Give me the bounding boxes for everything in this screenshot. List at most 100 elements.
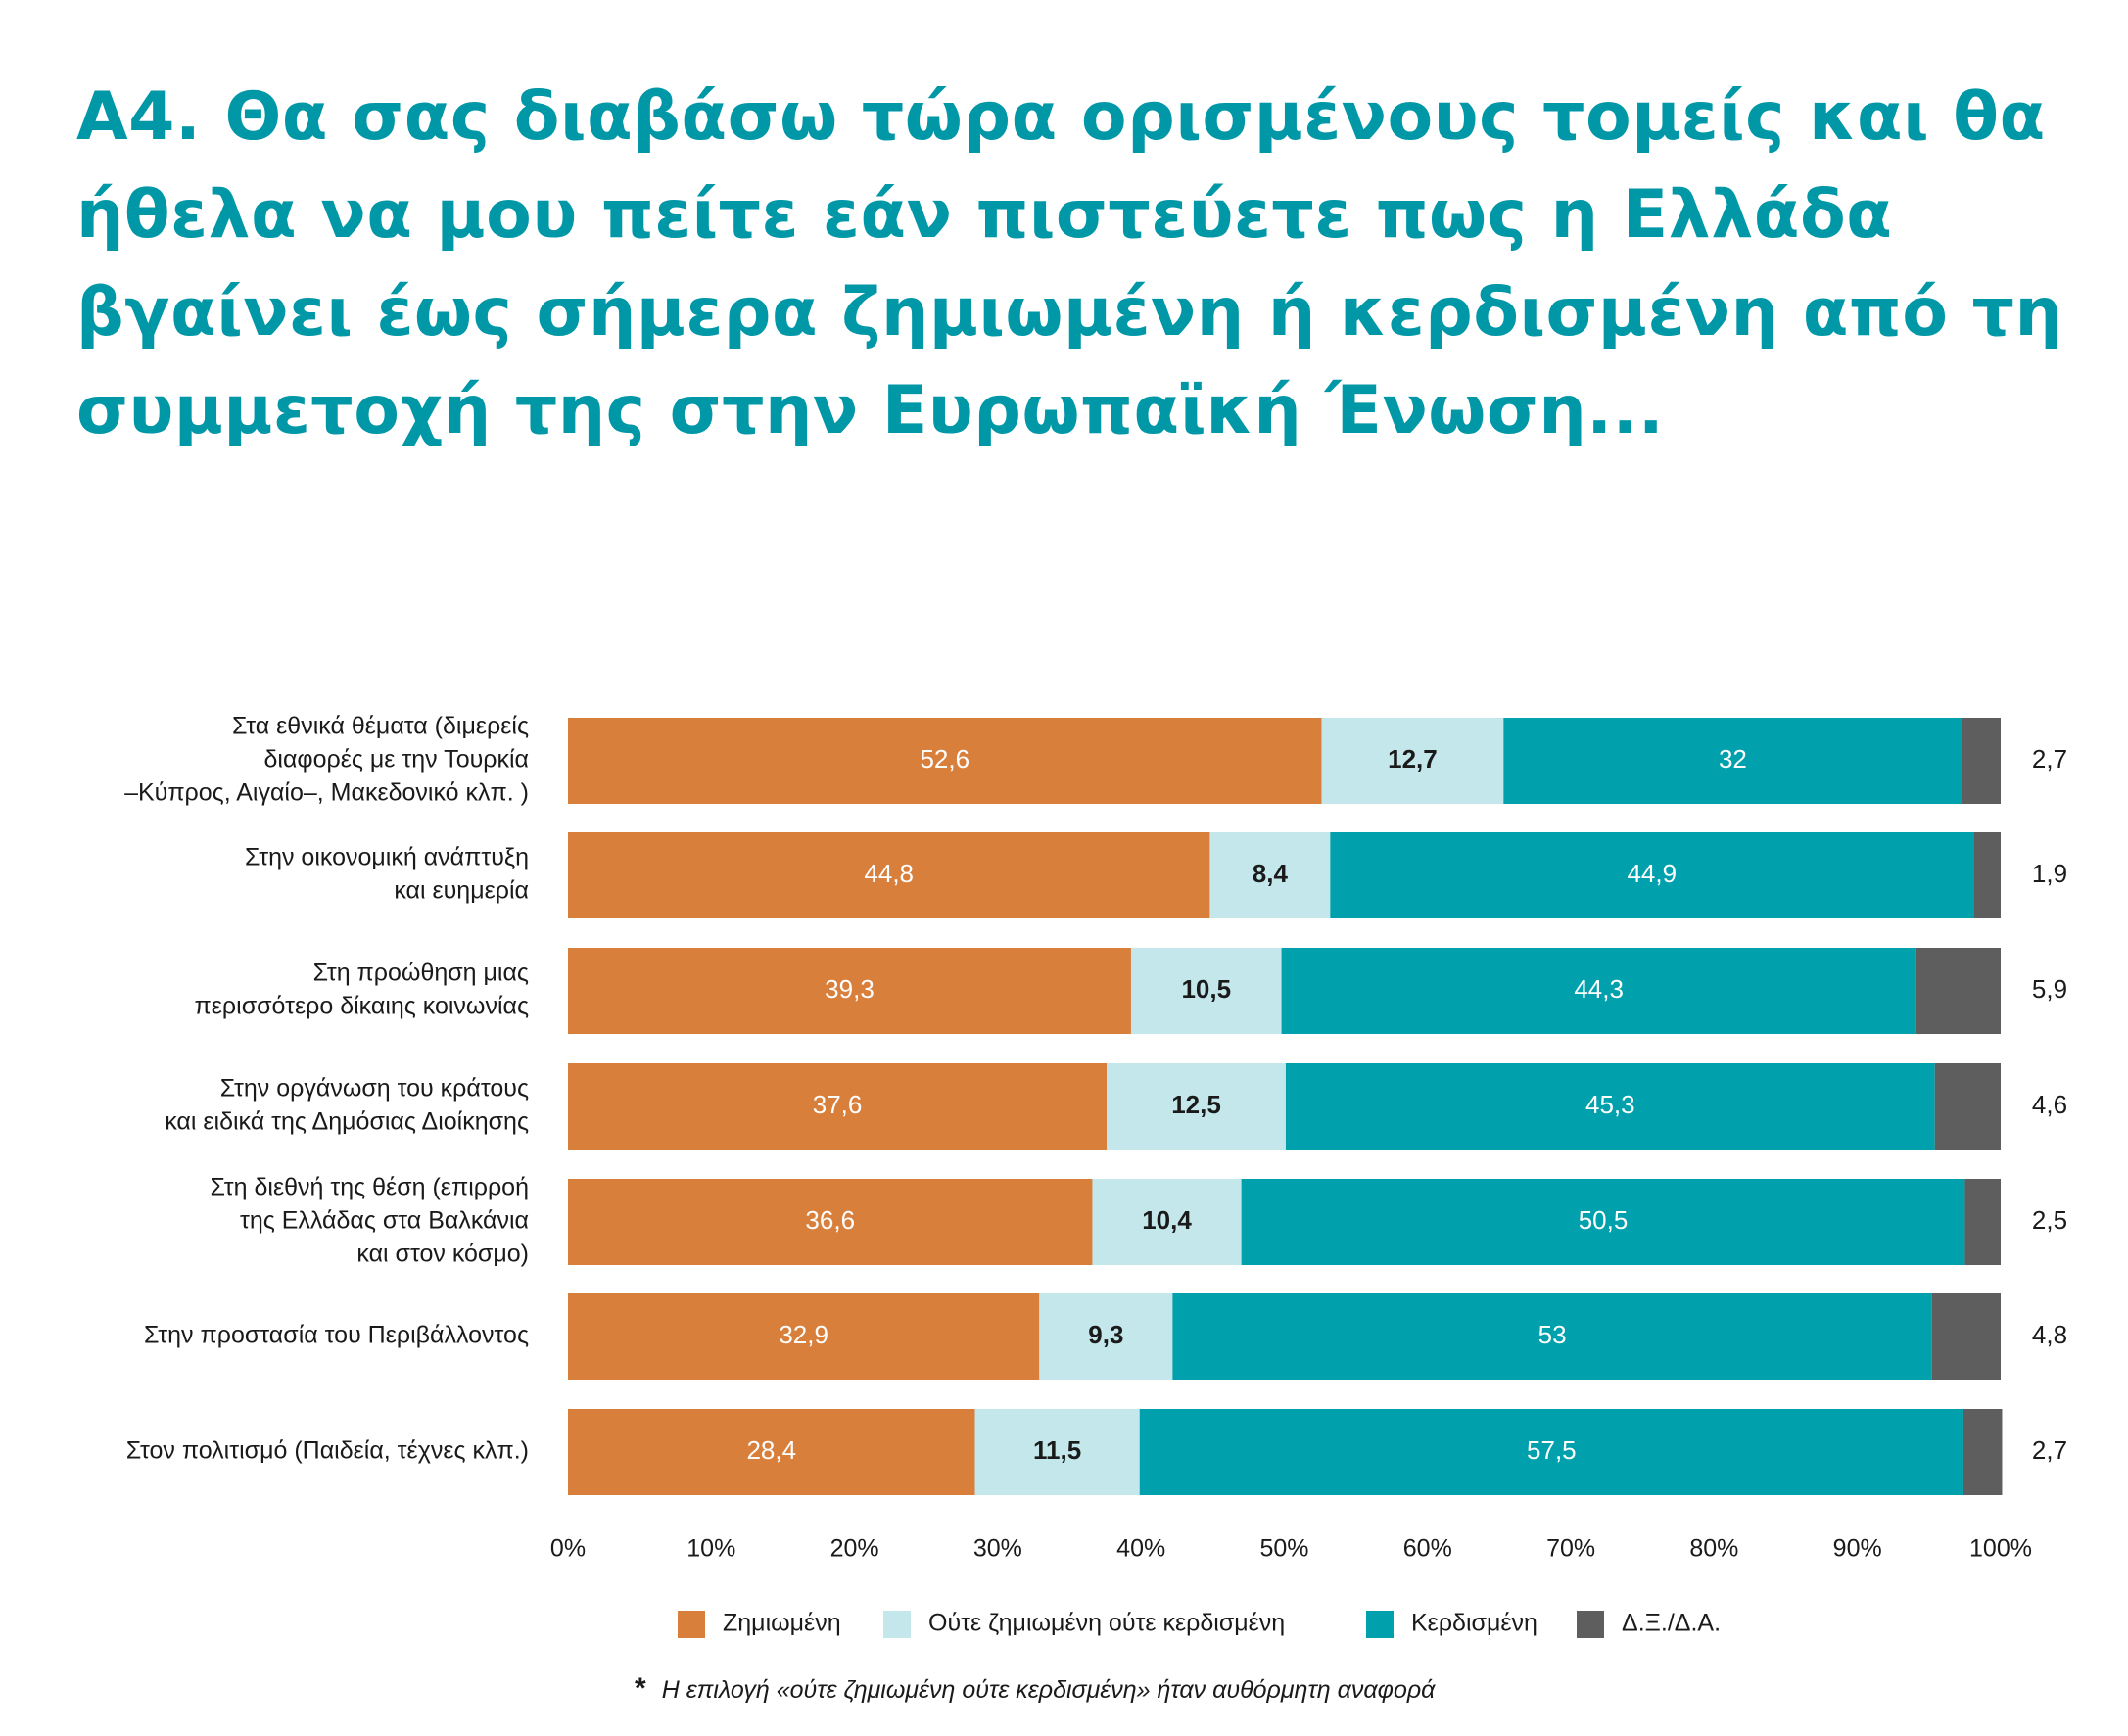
data-label: 5,9	[2032, 974, 2067, 1004]
category-label: Στα εθνικά θέματα (διμερείς διαφορές με τ…	[124, 713, 529, 807]
data-label: 9,3	[1088, 1320, 1123, 1349]
bars: 52,6 12,7 32 2,7 44,8 8,4 44,9 1,9 39,3 10,5 44,3 5…	[568, 718, 2067, 1495]
category-label-line: της Ελλάδας στα Βαλκάνια	[240, 1207, 529, 1235]
data-label: 57,5	[1527, 1435, 1577, 1465]
footnote-text: Η επιλογή «ούτε ζημιωμένη ούτε κερδισμέν…	[661, 1676, 1436, 1704]
x-tick-label: 0%	[550, 1535, 586, 1563]
bar-segment	[568, 948, 1131, 1034]
data-label: 12,5	[1171, 1090, 1221, 1119]
category-labels: Στα εθνικά θέματα (διμερείς διαφορές με τ…	[124, 713, 529, 1465]
bar-segment	[1281, 948, 1916, 1034]
legend-swatch	[883, 1611, 911, 1638]
x-tick-label: 10%	[686, 1535, 735, 1563]
bar-segment	[568, 1063, 1108, 1150]
legend: Ζημιωμένη Ούτε ζημιωμένη ούτε κερδισμένη Κ…	[678, 1610, 1721, 1638]
category-label: Στην οικονομική ανάπτυξη και ευημερία	[245, 844, 529, 905]
bar-segment	[1503, 718, 1962, 804]
data-label: 1,9	[2032, 859, 2067, 888]
x-tick-label: 100%	[1969, 1535, 2032, 1563]
legend-label: Ζημιωμένη	[723, 1610, 841, 1637]
category-label-line: Στη προώθηση μιας	[313, 960, 529, 987]
bar-segment	[1209, 832, 1331, 918]
legend-swatch	[678, 1611, 705, 1638]
bar-segment	[568, 1293, 1040, 1380]
bar-segment	[568, 832, 1210, 918]
data-label: 8,4	[1253, 859, 1289, 888]
data-label: 10,4	[1142, 1205, 1192, 1235]
bar-segment	[1931, 1293, 2001, 1380]
data-label: 44,3	[1574, 974, 1624, 1004]
x-tick-label: 40%	[1116, 1535, 1165, 1563]
category-label-line: Στην προστασία του Περιβάλλοντος	[144, 1322, 529, 1349]
bar-segment	[1973, 832, 2001, 918]
legend-swatch	[1577, 1611, 1604, 1638]
data-label: 2,7	[2032, 744, 2067, 774]
category-label-line: Στη διεθνή της θέση (επιρροή	[211, 1174, 529, 1201]
category-label-line: και ευημερία	[394, 877, 529, 905]
data-label: 32	[1719, 744, 1747, 774]
data-label: 45,3	[1585, 1090, 1635, 1119]
data-label: 52,6	[920, 744, 969, 774]
bar-segment	[1934, 1063, 2001, 1150]
bar-segment	[1285, 1063, 1935, 1150]
bar-segment	[1915, 948, 2001, 1034]
category-label: Στη προώθηση μιας περισσότερο δίκαιης κοι…	[195, 960, 529, 1020]
data-label: 50,5	[1579, 1205, 1629, 1235]
category-label: Στην προστασία του Περιβάλλοντος	[144, 1322, 529, 1349]
category-label-line: και στον κόσμο)	[356, 1241, 529, 1268]
bar-segment	[1964, 1179, 2001, 1265]
bar-segment	[568, 1179, 1093, 1265]
bar-segment	[1330, 832, 1974, 918]
category-label: Στη διεθνή της θέση (επιρροή της Ελλάδας …	[211, 1174, 529, 1268]
legend-label: Κερδισμένη	[1411, 1610, 1537, 1637]
bar-segment	[1962, 1409, 2003, 1495]
bar-segment	[1321, 718, 1504, 804]
data-label: 10,5	[1181, 974, 1231, 1004]
category-label-line: Στην οικονομική ανάπτυξη	[245, 844, 529, 871]
data-label: 2,5	[2032, 1205, 2067, 1235]
x-tick-label: 20%	[830, 1535, 879, 1563]
category-label-line: Στα εθνικά θέματα (διμερείς	[232, 713, 529, 740]
bar-segment	[974, 1409, 1140, 1495]
data-label: 32,9	[779, 1320, 828, 1349]
category-label-line: Στον πολιτισμό (Παιδεία, τέχνες κλπ.)	[126, 1437, 529, 1465]
data-label: 44,9	[1627, 859, 1677, 888]
x-axis: 0% 10% 20% 30% 40% 50% 60% 70% 80% 90% 100%	[550, 1535, 2032, 1563]
data-label: 53	[1538, 1320, 1567, 1349]
data-label: 12,7	[1388, 744, 1438, 774]
bar-segment	[568, 1409, 975, 1495]
category-label: Στον πολιτισμό (Παιδεία, τέχνες κλπ.)	[126, 1437, 529, 1465]
legend-label: Ούτε ζημιωμένη ούτε κερδισμένη	[928, 1610, 1285, 1637]
category-label-line: –Κύπρος, Αιγαίο–, Μακεδονικό κλπ. )	[124, 779, 529, 807]
data-label: 28,4	[746, 1435, 796, 1465]
bar-segment	[1139, 1409, 1963, 1495]
bar-segment	[1962, 718, 2001, 804]
page-title: Α4. Θα σας διαβάσω τώρα ορισμένους τομεί…	[76, 78, 2063, 449]
category-label-line: Στην οργάνωση του κράτους	[220, 1075, 529, 1103]
legend-swatch	[1366, 1611, 1394, 1638]
data-label: 39,3	[825, 974, 875, 1004]
footnote-marker: *	[635, 1672, 646, 1705]
x-tick-label: 50%	[1259, 1535, 1308, 1563]
data-label: 37,6	[813, 1090, 863, 1119]
bar-segment	[1039, 1293, 1173, 1380]
data-label: 2,7	[2032, 1435, 2067, 1465]
category-label: Στην οργάνωση του κράτους και ειδικά της …	[165, 1075, 529, 1136]
bar-segment	[1172, 1293, 1932, 1380]
data-label: 44,8	[864, 859, 914, 888]
x-tick-label: 30%	[973, 1535, 1022, 1563]
data-label: 4,8	[2032, 1320, 2067, 1349]
bar-segment	[568, 718, 1322, 804]
category-label-line: διαφορές με την Τουρκία	[264, 746, 530, 774]
category-label-line: και ειδικά της Δημόσιας Διοίκησης	[165, 1108, 529, 1136]
bar-segment	[1241, 1179, 1965, 1265]
x-tick-label: 90%	[1833, 1535, 1882, 1563]
bar-segment	[1092, 1179, 1242, 1265]
footnote: * Η επιλογή «ούτε ζημιωμένη ούτε κερδισμέ…	[635, 1672, 1435, 1706]
data-label: 11,5	[1033, 1435, 1081, 1465]
category-label-line: περισσότερο δίκαιης κοινωνίας	[195, 993, 529, 1020]
bar-segment	[1130, 948, 1282, 1034]
data-label: 4,6	[2032, 1090, 2067, 1119]
bar-segment	[1107, 1063, 1286, 1150]
